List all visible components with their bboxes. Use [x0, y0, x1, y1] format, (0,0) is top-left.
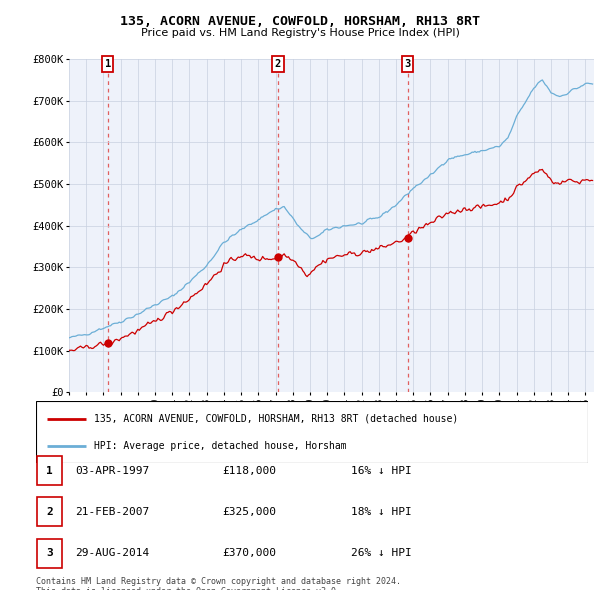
Text: 03-APR-1997: 03-APR-1997	[75, 466, 149, 476]
Text: Contains HM Land Registry data © Crown copyright and database right 2024.
This d: Contains HM Land Registry data © Crown c…	[36, 577, 401, 590]
Text: 3: 3	[404, 59, 411, 69]
Text: £118,000: £118,000	[222, 466, 276, 476]
Text: 1: 1	[46, 466, 53, 476]
Text: Price paid vs. HM Land Registry's House Price Index (HPI): Price paid vs. HM Land Registry's House …	[140, 28, 460, 38]
Text: HPI: Average price, detached house, Horsham: HPI: Average price, detached house, Hors…	[94, 441, 347, 451]
FancyBboxPatch shape	[37, 497, 62, 526]
Text: 29-AUG-2014: 29-AUG-2014	[75, 549, 149, 558]
Text: 16% ↓ HPI: 16% ↓ HPI	[351, 466, 412, 476]
Text: 26% ↓ HPI: 26% ↓ HPI	[351, 549, 412, 558]
FancyBboxPatch shape	[37, 539, 62, 568]
FancyBboxPatch shape	[36, 401, 588, 463]
Text: £325,000: £325,000	[222, 507, 276, 517]
Text: 1: 1	[104, 59, 111, 69]
Text: 135, ACORN AVENUE, COWFOLD, HORSHAM, RH13 8RT (detached house): 135, ACORN AVENUE, COWFOLD, HORSHAM, RH1…	[94, 414, 458, 424]
Text: 18% ↓ HPI: 18% ↓ HPI	[351, 507, 412, 517]
Text: 2: 2	[275, 59, 281, 69]
Text: 135, ACORN AVENUE, COWFOLD, HORSHAM, RH13 8RT: 135, ACORN AVENUE, COWFOLD, HORSHAM, RH1…	[120, 15, 480, 28]
Text: 3: 3	[46, 548, 53, 558]
Text: 21-FEB-2007: 21-FEB-2007	[75, 507, 149, 517]
FancyBboxPatch shape	[37, 456, 62, 485]
Text: £370,000: £370,000	[222, 549, 276, 558]
Text: 2: 2	[46, 507, 53, 517]
